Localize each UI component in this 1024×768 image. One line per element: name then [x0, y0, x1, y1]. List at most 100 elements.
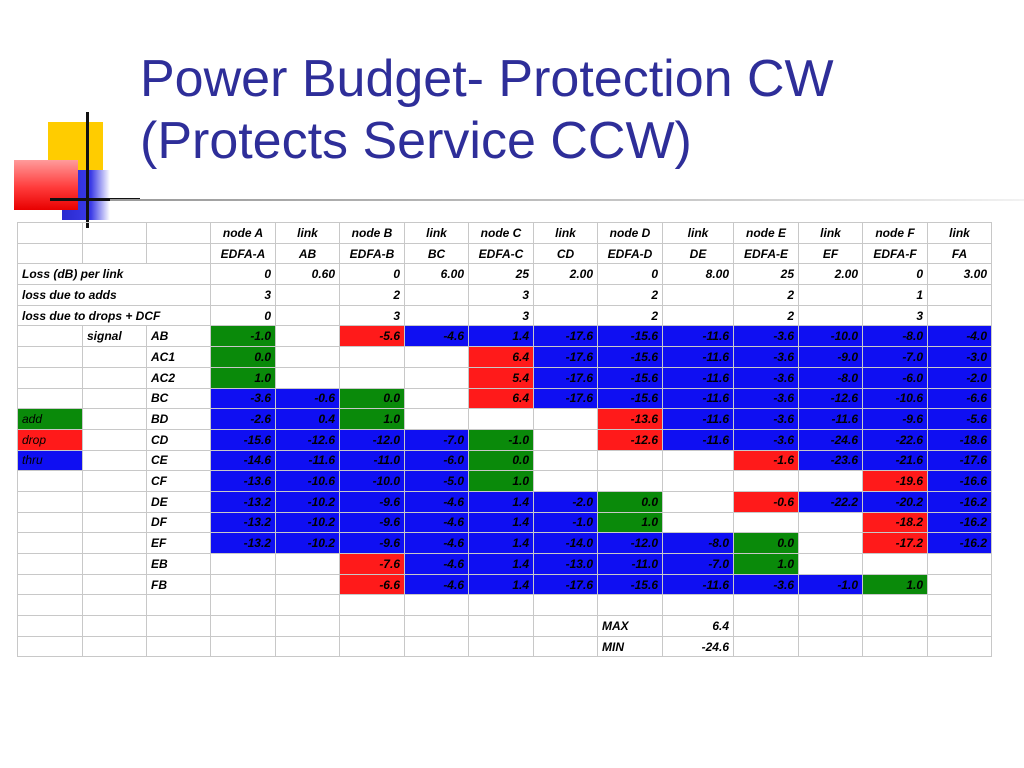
signal-name: AC1	[146, 346, 211, 368]
signal-power-value: -3.6	[210, 387, 276, 410]
empty-cell	[798, 635, 863, 658]
signal-power-value: -13.2	[210, 511, 276, 534]
empty-cell	[927, 615, 992, 637]
signal-power-value: -11.0	[339, 449, 405, 472]
signal-row: BC -3.6 -0.6 0.0 6.4 -17.6 -15.6 -11.6 -3.6 -12.6…	[17, 387, 992, 410]
empty-cell	[146, 242, 211, 265]
empty-cell	[404, 594, 469, 617]
empty-cell	[275, 325, 340, 348]
signal-power-value: -11.6	[662, 346, 734, 368]
empty-cell	[146, 635, 211, 658]
parameter-label: loss due to adds	[17, 284, 211, 306]
signal-power-value: -21.6	[862, 449, 928, 472]
signal-power-value: -13.2	[210, 490, 276, 513]
empty-cell	[82, 428, 147, 451]
column-subheader: EDFA-B	[339, 242, 405, 265]
column-subheader: EDFA-E	[733, 242, 799, 265]
column-subheader: EDFA-F	[862, 242, 928, 265]
logo-vertical-line	[86, 112, 89, 228]
column-header: link	[927, 222, 992, 244]
signal-power-value: -9.6	[339, 490, 405, 513]
empty-cell	[662, 594, 734, 617]
header-row-elements: EDFA-A AB EDFA-B BC EDFA-C CD EDFA-D DE EDFA-E EF…	[17, 242, 992, 265]
empty-cell	[733, 470, 799, 492]
signal-power-value: -10.6	[275, 470, 340, 492]
signal-power-value: 1.4	[468, 573, 534, 596]
empty-cell	[275, 635, 340, 658]
signal-power-value: -18.2	[862, 511, 928, 534]
signal-power-value: 0.0	[339, 387, 405, 410]
empty-cell	[210, 573, 276, 596]
signal-power-value: -17.6	[533, 346, 598, 368]
empty-cell	[339, 594, 405, 617]
legend-add: add	[17, 408, 83, 430]
empty-cell	[82, 511, 147, 534]
signal-power-value: -7.0	[862, 346, 928, 368]
column-header: node C	[468, 222, 534, 244]
parameter-value: 2.00	[533, 263, 598, 286]
signal-power-value: -15.6	[597, 387, 663, 410]
signal-power-value: -17.6	[533, 387, 598, 410]
parameter-value	[662, 284, 734, 306]
signal-name: FB	[146, 573, 211, 596]
parameter-label: loss due to drops + DCF	[17, 304, 211, 327]
parameter-value: 6.00	[404, 263, 469, 286]
signal-power-value: -5.6	[927, 408, 992, 430]
signal-power-value: -3.6	[733, 346, 799, 368]
signal-power-value: -1.6	[733, 449, 799, 472]
empty-cell	[468, 615, 534, 637]
empty-cell	[275, 346, 340, 368]
signal-power-value: -16.2	[927, 532, 992, 554]
signal-row: AC1 0.0 6.4 -17.6 -15.6 -11.6 -3.6 -9.0 -7.0 -3.0	[17, 346, 992, 368]
signal-power-value: 1.0	[468, 470, 534, 492]
signal-power-value: 6.4	[468, 387, 534, 410]
signal-row: CF -13.6 -10.6 -10.0 -5.0 1.0 -19.6 -16.6	[17, 470, 992, 492]
signal-name: BC	[146, 387, 211, 410]
signal-power-value: -17.2	[862, 532, 928, 554]
column-subheader: EDFA-C	[468, 242, 534, 265]
empty-cell	[275, 553, 340, 575]
empty-cell	[798, 532, 863, 554]
column-header: link	[798, 222, 863, 244]
empty-cell	[17, 573, 83, 596]
column-header: link	[275, 222, 340, 244]
column-header: node F	[862, 222, 928, 244]
empty-cell	[210, 594, 276, 617]
signal-power-value: -3.6	[733, 428, 799, 451]
signal-power-value: -9.6	[339, 511, 405, 534]
signal-power-value: -12.6	[597, 428, 663, 451]
empty-cell	[146, 594, 211, 617]
parameter-value	[533, 284, 598, 306]
signal-power-value: -16.2	[927, 490, 992, 513]
empty-cell	[927, 553, 992, 575]
column-header: link	[662, 222, 734, 244]
signal-power-value: -11.6	[662, 428, 734, 451]
empty-cell	[927, 635, 992, 658]
legend-drop: drop	[17, 428, 83, 451]
signal-power-value: -5.0	[404, 470, 469, 492]
parameter-value: 25	[733, 263, 799, 286]
signal-power-value: -8.0	[662, 532, 734, 554]
parameter-value	[275, 284, 340, 306]
parameter-value: 8.00	[662, 263, 734, 286]
empty-cell	[798, 470, 863, 492]
signal-name: CE	[146, 449, 211, 472]
empty-cell	[17, 346, 83, 368]
empty-cell	[862, 635, 928, 658]
empty-cell	[17, 490, 83, 513]
signal-power-value: -6.0	[862, 366, 928, 389]
column-subheader: DE	[662, 242, 734, 265]
parameter-value: 2	[597, 304, 663, 327]
parameter-row: Loss (dB) per link 0 0.60 0 6.00 25 2.00 0 8.00 2…	[17, 263, 992, 286]
empty-cell	[662, 449, 734, 472]
empty-cell	[275, 594, 340, 617]
signal-power-value: -4.6	[404, 573, 469, 596]
parameter-row: loss due to adds 3 2 3 2 2 1	[17, 284, 992, 306]
signal-power-value: -13.6	[210, 470, 276, 492]
signal-power-value: -11.0	[597, 553, 663, 575]
parameter-value: 3.00	[927, 263, 992, 286]
empty-cell	[862, 553, 928, 575]
signal-power-value: 1.4	[468, 511, 534, 534]
signal-power-value: -2.0	[533, 490, 598, 513]
